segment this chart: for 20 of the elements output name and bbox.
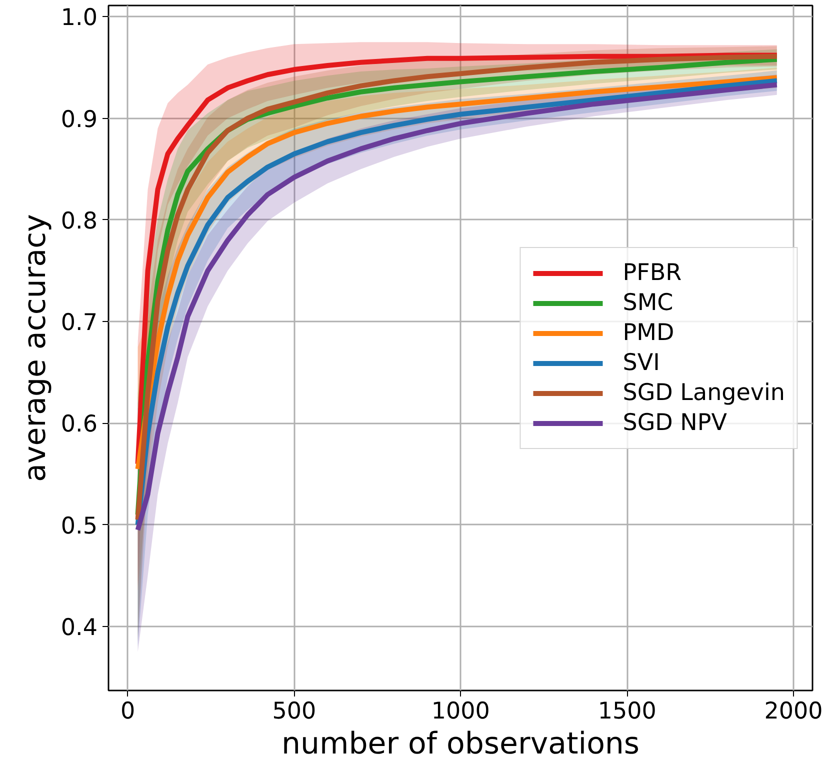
y-tick-label: 0.8 [60, 208, 98, 234]
legend-label: SGD NPV [622, 410, 727, 436]
y-tick-label: 0.5 [60, 513, 98, 540]
y-tick-label: 0.7 [60, 310, 98, 336]
x-tick-label: 500 [272, 698, 316, 724]
legend-label: SMC [622, 290, 674, 316]
y-tick-label: 0.4 [60, 614, 98, 641]
y-axis-title: average accuracy [18, 214, 53, 482]
legend-label: PMD [622, 320, 674, 346]
x-tick-label: 0 [120, 698, 136, 724]
y-tick-label: 1.0 [60, 5, 98, 32]
x-tick-label: 2000 [764, 698, 823, 724]
x-tick-label: 1000 [431, 698, 490, 724]
x-axis-title: number of observations [281, 726, 640, 762]
legend-label: SVI [622, 350, 660, 376]
legend-label: SGD Langevin [622, 380, 785, 406]
y-tick-label: 0.6 [60, 412, 98, 438]
y-tick-label: 0.9 [60, 106, 98, 133]
legend-label: PFBR [622, 260, 682, 286]
x-tick-label: 1500 [598, 698, 656, 724]
